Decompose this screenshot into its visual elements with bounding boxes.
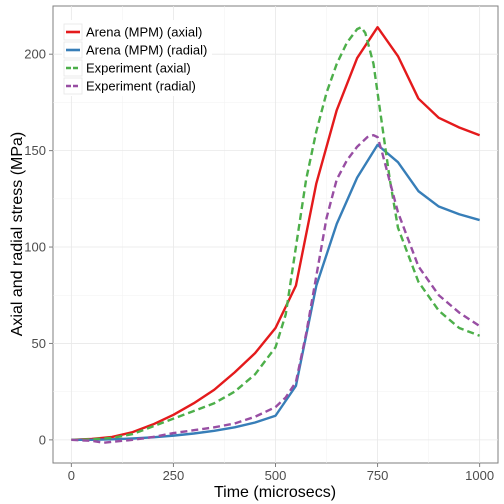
x-tick-label: 750 [367, 468, 389, 483]
y-axis-title: Axial and radial stress (MPa) [9, 132, 26, 337]
legend-item-experiment-axial: Experiment (axial) [63, 59, 191, 77]
legend-label: Experiment (radial) [86, 79, 196, 94]
x-tick-label: 500 [265, 468, 287, 483]
x-tick-label: 1000 [465, 468, 494, 483]
y-tick-label: 150 [24, 143, 46, 158]
legend: Arena (MPM) (axial) Arena (MPM) (radial) E… [62, 20, 212, 96]
legend-item-experiment-radial: Experiment (radial) [63, 77, 196, 95]
x-axis-title: Time (microsecs) [214, 484, 336, 501]
y-tick-label: 200 [24, 47, 46, 62]
y-tick-label: 100 [24, 240, 46, 255]
legend-label: Arena (MPM) (axial) [86, 25, 202, 40]
x-tick-label: 250 [163, 468, 185, 483]
legend-item-arena-mpm-axial: Arena (MPM) (axial) [63, 23, 202, 41]
y-axis-ticks: 0 50 100 150 200 [24, 47, 53, 447]
legend-label: Experiment (axial) [86, 61, 191, 76]
legend-background [62, 20, 212, 96]
y-tick-label: 50 [32, 336, 46, 351]
series-line-arena-mpm-axial [71, 26, 481, 442]
series-line-experiment-radial [71, 133, 481, 444]
y-tick-label: 0 [39, 432, 46, 447]
data-series [71, 26, 481, 444]
x-tick-label: 0 [68, 468, 75, 483]
x-axis-ticks: 0 250 500 750 1000 [68, 463, 494, 483]
legend-label: Arena (MPM) (radial) [86, 43, 207, 58]
legend-item-arena-mpm-radial: Arena (MPM) (radial) [63, 41, 207, 59]
